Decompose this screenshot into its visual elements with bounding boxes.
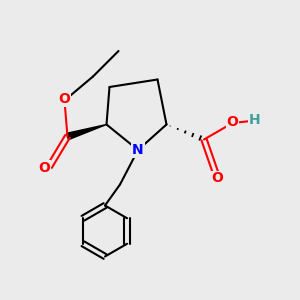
- Text: N: N: [132, 143, 144, 157]
- Text: O: O: [212, 172, 224, 185]
- Text: O: O: [226, 115, 238, 128]
- Text: O: O: [38, 161, 50, 175]
- Polygon shape: [67, 124, 106, 140]
- Text: O: O: [58, 92, 70, 106]
- Text: H: H: [249, 113, 261, 127]
